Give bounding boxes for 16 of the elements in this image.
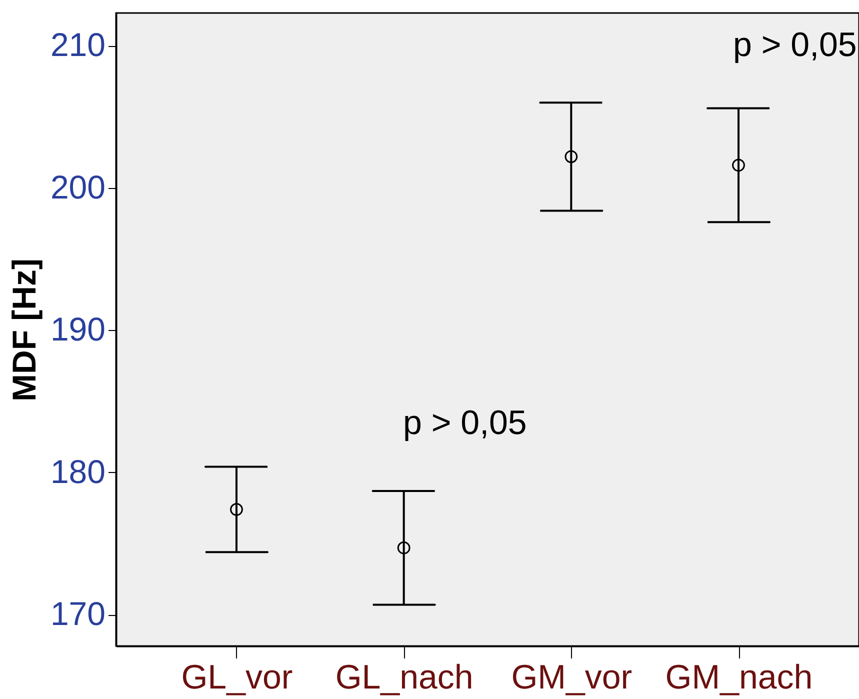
point — [732, 158, 745, 172]
point — [230, 503, 243, 516]
x-tick-label: GL_nach — [335, 658, 474, 696]
point — [564, 150, 578, 164]
y-tick-label: 210 — [50, 26, 106, 64]
x-tick-label: GM_vor — [511, 658, 632, 696]
x-tick-label: GL_vor — [181, 658, 293, 696]
point — [397, 541, 410, 554]
y-tick-label: 180 — [50, 452, 106, 490]
y-tick-label: 200 — [50, 168, 106, 206]
annotation: p > 0,05 — [403, 404, 527, 442]
y-axis-title: MDF [Hz] — [5, 258, 42, 402]
y-tick-label: 170 — [50, 595, 106, 632]
x-tick-label: GM_nach — [665, 658, 813, 696]
annotation: p > 0,05 — [733, 26, 857, 64]
y-tick-label: 190 — [50, 310, 106, 348]
